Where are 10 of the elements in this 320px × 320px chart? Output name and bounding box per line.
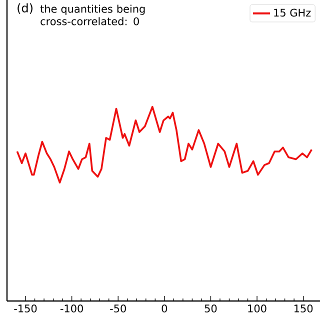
x-tick-label: 100 (248, 304, 266, 312)
x-tick-label: -100 (60, 304, 83, 312)
x-tick-label: -150 (14, 304, 37, 312)
x-tick-label: 0 (162, 304, 168, 312)
text: the quantities being cross-correlated: 0 (40, 4, 145, 26)
x-tick-label: 150 (294, 304, 313, 312)
x-tick-label: 50 (204, 304, 217, 312)
chart-title: (d) (18, 3, 32, 14)
legend-label: 15 GHz (274, 8, 311, 17)
x-tick-label: -50 (110, 304, 126, 312)
